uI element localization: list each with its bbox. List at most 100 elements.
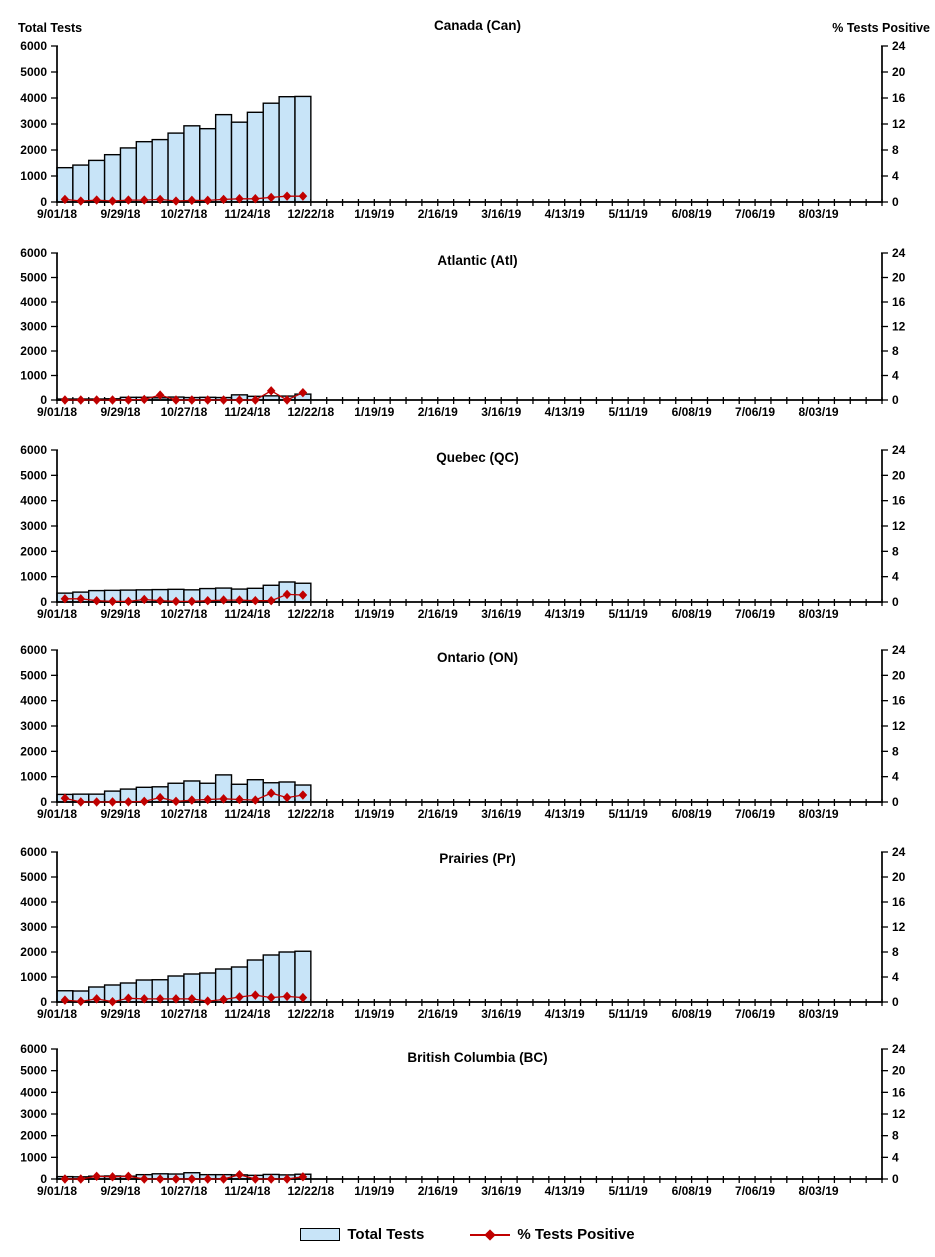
left-axis-title: Total Tests (18, 21, 82, 35)
pct-positive-marker (171, 395, 181, 405)
right-tick-label: 4 (892, 1150, 899, 1164)
right-axis-title: % Tests Positive (832, 21, 930, 35)
right-tick-label: 12 (892, 519, 906, 533)
left-tick-label: 2000 (20, 1129, 47, 1143)
pct-positive-marker (171, 796, 181, 807)
pct-positive-marker (203, 996, 213, 1006)
left-tick-label: 5000 (20, 65, 47, 79)
pct-positive-marker (251, 990, 260, 1000)
left-tick-label: 1000 (20, 970, 47, 984)
x-tick-label: 7/06/19 (735, 1007, 775, 1021)
pct-positive-marker (251, 1174, 260, 1184)
x-tick-label: 6/08/19 (672, 1184, 712, 1198)
left-tick-label: 6000 (20, 246, 47, 260)
canada-chart-svg: Canada (Can) Total Tests % Tests Positive 0… (18, 18, 930, 221)
total-tests-bar (262, 102, 280, 203)
right-tick-label: 16 (892, 494, 906, 508)
x-tick-label: 2/16/19 (418, 807, 458, 821)
x-tick-label: 9/29/18 (100, 807, 140, 821)
pct-positive-group (60, 990, 308, 1007)
x-tick-label: 5/11/19 (608, 405, 648, 419)
left-tick-label: 1000 (20, 770, 47, 784)
x-tick-label: 9/01/18 (37, 405, 77, 419)
x-tick-label: 7/06/19 (735, 207, 775, 221)
x-tick-label: 9/01/18 (37, 1184, 77, 1198)
left-tick-label: 3000 (20, 320, 47, 334)
x-tick-label: 7/06/19 (735, 405, 775, 419)
x-tick-label: 8/03/19 (799, 807, 839, 821)
right-tick-label: 24 (892, 443, 906, 457)
atlantic-chart: Atlantic (Atl) 0 1000 2000 3000 4000 5000 6000 0… (0, 238, 935, 436)
left-tick-label: 6000 (20, 845, 47, 859)
x-tick-label: 8/03/19 (799, 207, 839, 221)
x-tick-label: 1/19/19 (354, 607, 394, 621)
right-tick-label: 8 (892, 945, 899, 959)
right-tick-label: 20 (892, 65, 906, 79)
prairies-chart-svg: Prairies (Pr) 0 1000 2000 3000 4000 5000 6000 0 4… (20, 845, 906, 1021)
pct-positive-marker (92, 994, 101, 1004)
pct-positive-marker (266, 386, 276, 396)
x-tick-label: 12/22/18 (287, 207, 334, 221)
x-tick-label: 6/08/19 (672, 807, 712, 821)
left-tick-label: 1000 (20, 369, 47, 383)
x-tick-label: 12/22/18 (287, 1007, 334, 1021)
bars-group (56, 95, 312, 203)
left-tick-label: 2000 (20, 945, 47, 959)
pct-positive-marker (108, 196, 117, 206)
x-tick-label: 10/27/18 (161, 1007, 208, 1021)
pct-positive-marker (155, 994, 165, 1004)
right-tick-label: 20 (892, 1064, 906, 1078)
pct-positive-marker (60, 395, 70, 405)
left-tick-label: 4000 (20, 1085, 47, 1099)
x-tick-label: 2/16/19 (418, 1184, 458, 1198)
left-tick-label: 6000 (20, 443, 47, 457)
x-tick-label: 8/03/19 (799, 1007, 839, 1021)
x-tick-label: 9/29/18 (100, 1184, 140, 1198)
right-tick-label: 12 (892, 920, 906, 934)
total-tests-bar (278, 95, 296, 203)
pct-positive-marker (298, 387, 308, 398)
pct-positive-marker (171, 196, 181, 206)
left-tick-label: 6000 (20, 643, 47, 657)
pct-positive-marker (76, 1174, 86, 1184)
pct-positive-marker (251, 596, 260, 606)
chart-title: Prairies (Pr) (439, 851, 516, 866)
canada-chart: Canada (Can) Total Tests % Tests Positive 0… (0, 0, 935, 238)
x-tick-label: 7/06/19 (735, 607, 775, 621)
pct-positive-marker (282, 1174, 292, 1184)
right-tick-label: 12 (892, 1107, 906, 1121)
x-tick-label: 9/01/18 (37, 207, 77, 221)
chart-title: Ontario (ON) (437, 650, 518, 665)
right-tick-label: 8 (892, 744, 899, 758)
pct-positive-marker (235, 194, 244, 204)
left-tick-label: 6000 (20, 39, 47, 53)
pct-positive-marker (251, 395, 260, 405)
chart-title: British Columbia (BC) (407, 1050, 547, 1065)
x-tick-label: 7/06/19 (735, 1184, 775, 1198)
pct-positive-marker (203, 195, 213, 206)
pct-positive-marker-icon (470, 1228, 511, 1241)
left-tick-label: 2000 (20, 143, 47, 157)
x-tick-label: 5/11/19 (608, 807, 648, 821)
bc-chart-svg: British Columbia (BC) 0 1000 2000 3000 4000 50… (20, 1042, 906, 1198)
x-tick-label: 6/08/19 (672, 405, 712, 419)
x-tick-label: 6/08/19 (672, 1007, 712, 1021)
x-tick-label: 1/19/19 (354, 807, 394, 821)
pct-positive-marker (60, 194, 70, 205)
right-tick-label: 4 (892, 970, 899, 984)
legend-item-total-tests: Total Tests (300, 1226, 424, 1243)
pct-positive-marker (219, 194, 228, 205)
left-tick-label: 2000 (20, 744, 47, 758)
pct-positive-marker (298, 191, 308, 201)
x-tick-label: 10/27/18 (161, 607, 208, 621)
total-tests-bar (119, 147, 138, 203)
x-tick-label: 11/24/18 (224, 207, 270, 221)
x-tick-label: 6/08/19 (672, 207, 712, 221)
total-tests-bar (135, 140, 153, 203)
right-tick-label: 8 (892, 143, 899, 157)
x-tick-label: 10/27/18 (161, 405, 208, 419)
pct-positive-marker (155, 1174, 165, 1184)
right-tick-label: 20 (892, 271, 906, 285)
pct-positive-marker (203, 794, 213, 805)
x-tick-label: 9/01/18 (37, 607, 77, 621)
